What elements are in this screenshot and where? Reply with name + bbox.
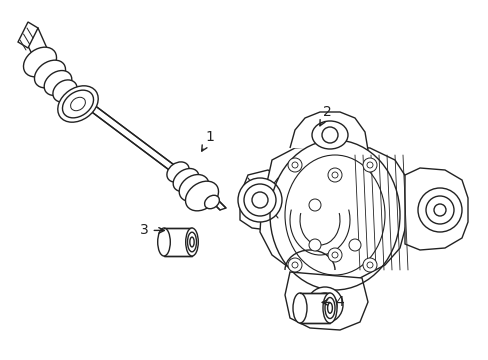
Text: 1: 1 <box>202 130 214 151</box>
Polygon shape <box>73 92 177 173</box>
Polygon shape <box>285 272 367 330</box>
Ellipse shape <box>292 293 306 323</box>
Ellipse shape <box>189 237 194 247</box>
Ellipse shape <box>166 162 189 182</box>
Text: 3: 3 <box>140 224 164 237</box>
Ellipse shape <box>185 228 198 256</box>
Circle shape <box>287 258 302 272</box>
Polygon shape <box>299 293 329 323</box>
Circle shape <box>366 262 372 268</box>
Circle shape <box>331 172 337 178</box>
Circle shape <box>362 158 376 172</box>
Circle shape <box>321 127 337 143</box>
Circle shape <box>366 162 372 168</box>
Circle shape <box>348 239 360 251</box>
Ellipse shape <box>323 293 336 323</box>
Circle shape <box>327 168 341 182</box>
Ellipse shape <box>44 71 72 95</box>
Circle shape <box>308 199 320 211</box>
Circle shape <box>308 239 320 251</box>
Ellipse shape <box>311 121 347 149</box>
Ellipse shape <box>179 175 208 202</box>
Text: 4: 4 <box>322 296 344 309</box>
Polygon shape <box>240 170 282 230</box>
Ellipse shape <box>185 181 218 211</box>
Ellipse shape <box>173 168 199 192</box>
Polygon shape <box>207 196 225 210</box>
Polygon shape <box>163 228 192 256</box>
Circle shape <box>238 178 282 222</box>
Ellipse shape <box>327 303 332 313</box>
Circle shape <box>362 258 376 272</box>
Circle shape <box>433 204 445 216</box>
Text: 2: 2 <box>319 105 331 126</box>
Ellipse shape <box>187 232 196 252</box>
Polygon shape <box>260 145 407 280</box>
Circle shape <box>287 158 302 172</box>
Circle shape <box>327 248 341 262</box>
Circle shape <box>331 252 337 258</box>
Ellipse shape <box>157 228 170 256</box>
Ellipse shape <box>325 297 334 319</box>
Circle shape <box>244 184 275 216</box>
Polygon shape <box>289 112 367 150</box>
Ellipse shape <box>204 195 219 209</box>
Circle shape <box>291 262 297 268</box>
Ellipse shape <box>34 60 65 88</box>
Circle shape <box>312 293 336 317</box>
Circle shape <box>319 300 329 310</box>
Ellipse shape <box>53 80 77 102</box>
Circle shape <box>251 192 267 208</box>
Circle shape <box>306 287 342 323</box>
Ellipse shape <box>23 47 57 77</box>
Circle shape <box>291 162 297 168</box>
Polygon shape <box>18 22 38 48</box>
Polygon shape <box>404 168 467 250</box>
Circle shape <box>417 188 461 232</box>
Circle shape <box>425 196 453 224</box>
Ellipse shape <box>58 86 98 122</box>
